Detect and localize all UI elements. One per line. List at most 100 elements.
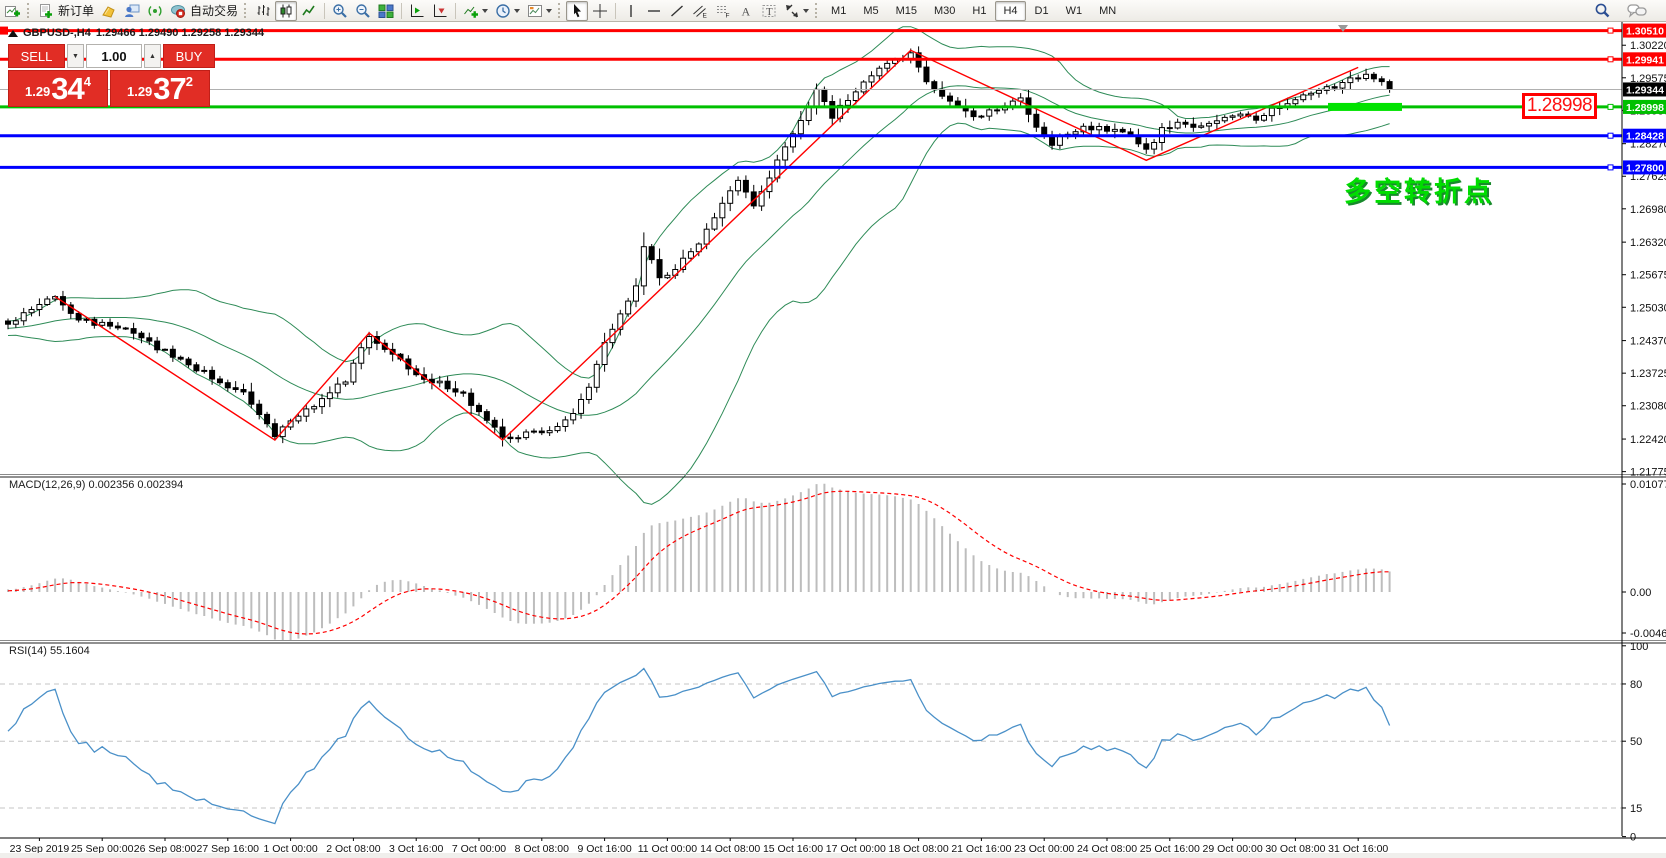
- sell-price-pip: 4: [83, 74, 92, 89]
- tile-windows-button[interactable]: [375, 1, 397, 21]
- templates-button[interactable]: [524, 1, 555, 21]
- timeframe-M30[interactable]: M30: [934, 4, 956, 17]
- thick-trend-segment[interactable]: [1328, 102, 1402, 111]
- zigzag-line: [54, 49, 1359, 442]
- text-tool-button[interactable]: A: [735, 1, 757, 21]
- horizontal-line-tool-button[interactable]: [643, 1, 665, 21]
- chart-shift-button[interactable]: [406, 1, 428, 21]
- fibonacci-tool-button[interactable]: F: [712, 1, 734, 21]
- crosshair-tool-button[interactable]: [589, 1, 611, 21]
- price-tick-label: 1.21775: [1630, 467, 1666, 479]
- price-badge-label: 1.29344: [1626, 84, 1664, 96]
- price-tick-label: 1.23080: [1630, 401, 1666, 413]
- zoom-in-button[interactable]: [329, 1, 351, 21]
- time-axis-label: 11 Oct 00:00: [638, 843, 698, 855]
- timeframe-W1[interactable]: W1: [1065, 4, 1083, 17]
- volume-input[interactable]: 1.00: [86, 44, 142, 68]
- time-axis: 23 Sep 2019 25 Sep 00:00 26 Sep 08:00 27 Se…: [0, 837, 1666, 855]
- macd-axis-label: -0.00466: [1630, 628, 1666, 640]
- hline-handle[interactable]: [1607, 132, 1614, 139]
- chart-ohlc-values: 1.29466 1.29490 1.29258 1.29344: [95, 27, 265, 39]
- hline-handle[interactable]: [1607, 164, 1614, 171]
- trendline-icon: [671, 4, 684, 17]
- timeframe-H4[interactable]: H4: [995, 0, 1026, 21]
- chart-window[interactable]: 1.302201.295751.289301.282701.276251.269…: [0, 22, 1666, 858]
- price-badge: [1623, 23, 1666, 38]
- new-order-label: 新订单: [58, 4, 95, 18]
- templates-icon: [528, 4, 543, 17]
- line-chart-type-button[interactable]: [298, 1, 320, 21]
- toolbar-separator: [455, 2, 457, 19]
- new-order-button[interactable]: 新订单: [35, 1, 97, 21]
- buy-price-box[interactable]: 1.29 37 2: [110, 70, 210, 107]
- svg-text:E: E: [703, 12, 708, 19]
- sell-price-box[interactable]: 1.29 34 4: [8, 70, 108, 107]
- buy-button[interactable]: BUY: [163, 44, 215, 68]
- price-axis: 1.302201.295751.289301.282701.276251.269…: [1621, 22, 1666, 844]
- price-tick-label: 1.26320: [1630, 237, 1666, 249]
- price-tick-label: 1.22420: [1630, 434, 1666, 446]
- price-tick-label: 1.25030: [1630, 302, 1666, 314]
- price-tick-label: 1.26980: [1630, 204, 1666, 216]
- line-chart-icon: [302, 5, 315, 15]
- svg-text:T: T: [766, 6, 773, 18]
- volume-increase-button[interactable]: ▲: [144, 44, 161, 68]
- search-button[interactable]: [1591, 1, 1614, 21]
- vertical-line-tool-button[interactable]: [620, 1, 642, 21]
- toolbar-separator: [615, 2, 617, 19]
- candlestick-chart-type-button[interactable]: [275, 0, 298, 21]
- trade-panel-prices: 1.29 34 4 1.29 37 2: [8, 70, 215, 107]
- macd-axis-label: 0.00: [1630, 587, 1651, 599]
- price-badge-label: 1.30510: [1626, 26, 1664, 38]
- trendline-tool-button[interactable]: [666, 1, 688, 21]
- toolbar-drag-handle: [27, 3, 31, 18]
- time-axis-label: 8 Oct 08:00: [515, 843, 569, 855]
- hline-handle[interactable]: [1607, 56, 1614, 63]
- time-axis-label: 21 Oct 16:00: [951, 843, 1011, 855]
- time-axis-label: 25 Sep 00:00: [71, 843, 134, 855]
- price-badge: [1623, 82, 1666, 97]
- toolbar-right-group: [1591, 1, 1664, 21]
- search-icon: [1595, 3, 1610, 18]
- window-bottom-strip: [0, 853, 1666, 858]
- timeframe-M1[interactable]: M1: [831, 4, 847, 17]
- volume-decrease-button[interactable]: ▼: [67, 44, 84, 68]
- time-axis-label: 29 Oct 00:00: [1203, 843, 1263, 855]
- timeframe-H1[interactable]: H1: [972, 4, 987, 17]
- text-label-tool-button[interactable]: T: [758, 1, 780, 21]
- toolbar-drag-handle: [815, 3, 819, 18]
- bar-chart-type-button[interactable]: [252, 1, 274, 21]
- zoom-out-button[interactable]: [352, 1, 374, 21]
- time-axis-label: 9 Oct 16:00: [577, 843, 631, 855]
- toolbar: 新订单 自动交易: [0, 0, 1666, 22]
- price-tick-label: 1.29575: [1630, 73, 1666, 85]
- mql5-community-button[interactable]: [121, 1, 143, 21]
- timeframe-M15[interactable]: M15: [895, 4, 917, 17]
- cursor-tool-button[interactable]: [566, 0, 589, 21]
- cursor-icon: [574, 3, 582, 17]
- timeframe-MN[interactable]: MN: [1099, 4, 1117, 17]
- new-order-icon: [40, 3, 52, 18]
- signals-button[interactable]: [144, 1, 166, 21]
- hline-handle[interactable]: [1607, 103, 1614, 110]
- sell-button[interactable]: SELL: [8, 44, 65, 68]
- price-badge: [1623, 128, 1666, 143]
- price-flag-label: 1.28998: [1522, 93, 1597, 119]
- arrows-tool-button[interactable]: [781, 1, 812, 21]
- auto-trading-button[interactable]: 自动交易: [167, 1, 241, 21]
- expert-advisors-button[interactable]: [98, 1, 120, 21]
- timeframe-M5[interactable]: M5: [863, 4, 879, 17]
- signals-icon: [148, 5, 162, 16]
- hline-handle[interactable]: [1607, 27, 1614, 34]
- rsi-axis-label: 100: [1630, 641, 1648, 653]
- chat-button[interactable]: [1624, 1, 1650, 21]
- time-axis-label: 27 Sep 16:00: [197, 843, 260, 855]
- expert-advisors-icon: [102, 5, 115, 18]
- auto-scroll-button[interactable]: [429, 1, 451, 21]
- new-chart-button[interactable]: [2, 1, 24, 21]
- timeframe-D1[interactable]: D1: [1034, 4, 1049, 17]
- equidistant-channel-tool-button[interactable]: E: [689, 1, 711, 21]
- hline-left-handle[interactable]: [0, 26, 8, 35]
- periods-button[interactable]: [492, 1, 523, 21]
- indicators-button[interactable]: [460, 1, 491, 21]
